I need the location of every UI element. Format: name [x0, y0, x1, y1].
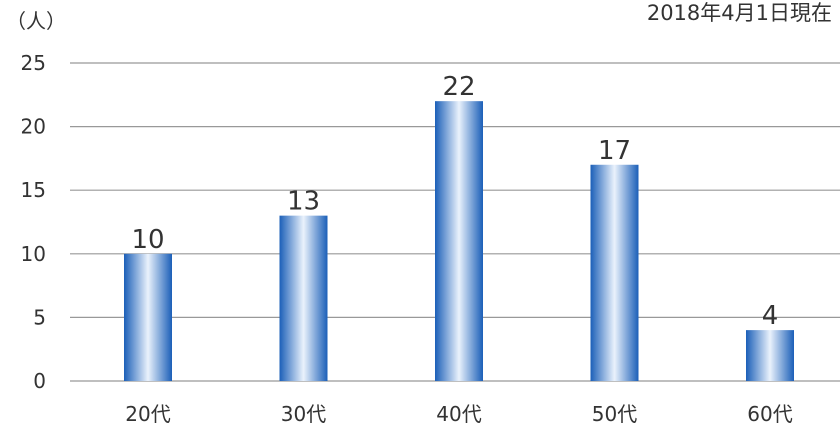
- x-axis-ticks: 20代 30代 40代 50代 60代: [125, 402, 792, 426]
- data-labels: 10 13 22 17 4: [131, 72, 778, 331]
- y-tick-label: 0: [33, 369, 46, 393]
- y-axis-ticks: 0 5 10 15 20 25: [21, 51, 46, 393]
- y-tick-label: 25: [21, 51, 46, 75]
- bar-40代: [435, 101, 483, 381]
- y-tick-label: 10: [21, 242, 46, 266]
- bars: [124, 101, 794, 381]
- x-tick-label: 50代: [592, 402, 637, 426]
- x-tick-label: 30代: [281, 402, 326, 426]
- data-label: 4: [762, 301, 779, 331]
- x-tick-label: 60代: [747, 402, 792, 426]
- bar-60代: [746, 330, 794, 381]
- bar-50代: [590, 164, 639, 381]
- bar-30代: [279, 215, 328, 381]
- bar-20代: [124, 253, 172, 381]
- data-label: 22: [442, 72, 475, 102]
- as-of-date: 2018年4月1日現在: [647, 1, 832, 25]
- data-label: 17: [598, 136, 631, 166]
- y-tick-label: 15: [21, 178, 46, 202]
- data-label: 13: [287, 187, 320, 217]
- x-tick-label: 40代: [436, 402, 481, 426]
- x-tick-label: 20代: [125, 402, 170, 426]
- y-tick-label: 20: [21, 115, 46, 139]
- data-label: 10: [131, 225, 164, 255]
- y-tick-label: 5: [33, 305, 46, 329]
- y-unit-label: （人）: [6, 9, 66, 33]
